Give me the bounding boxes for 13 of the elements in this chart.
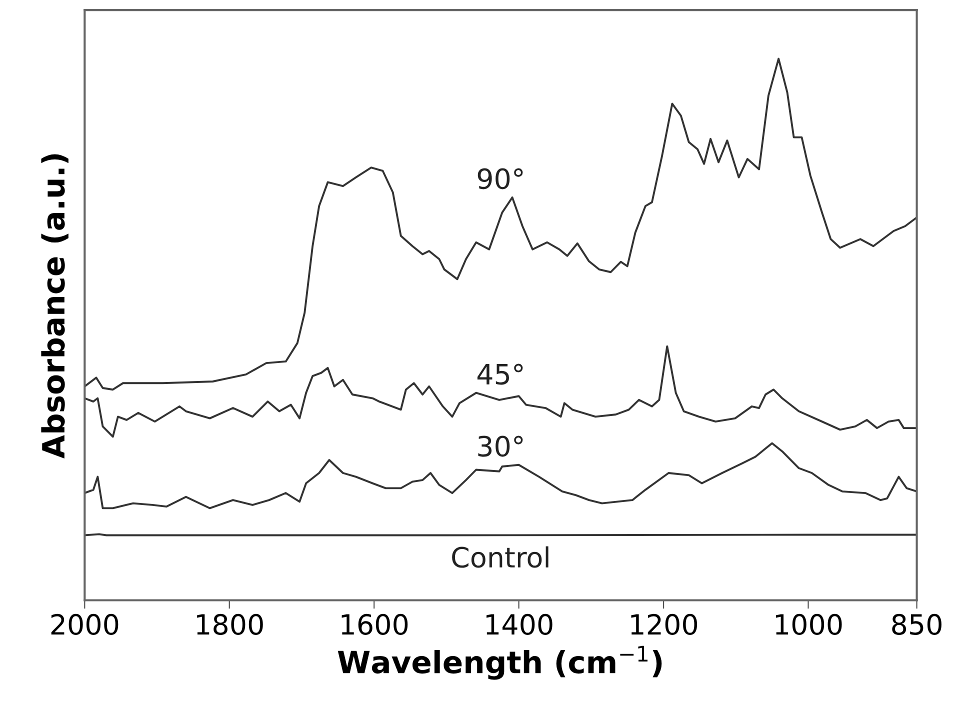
y-axis-title: Absorbance (a.u.) [41, 154, 68, 458]
x-tick-label: 2000 [51, 614, 118, 635]
series-label: 45° [477, 364, 523, 385]
series-label: 30° [478, 436, 523, 457]
x-tick-label: 1400 [486, 614, 552, 635]
series-label: Control [452, 546, 548, 568]
x-axis-title: Wavelength (cm$^{−1}$) [338, 646, 662, 680]
x-tick-label: 1200 [631, 614, 698, 635]
x-tick-label: 1000 [776, 614, 842, 635]
series-label: 90° [478, 168, 523, 190]
x-tick-label: 1600 [342, 614, 408, 635]
x-tick-label: 1800 [197, 614, 263, 635]
x-tick-label: 850 [892, 614, 942, 635]
